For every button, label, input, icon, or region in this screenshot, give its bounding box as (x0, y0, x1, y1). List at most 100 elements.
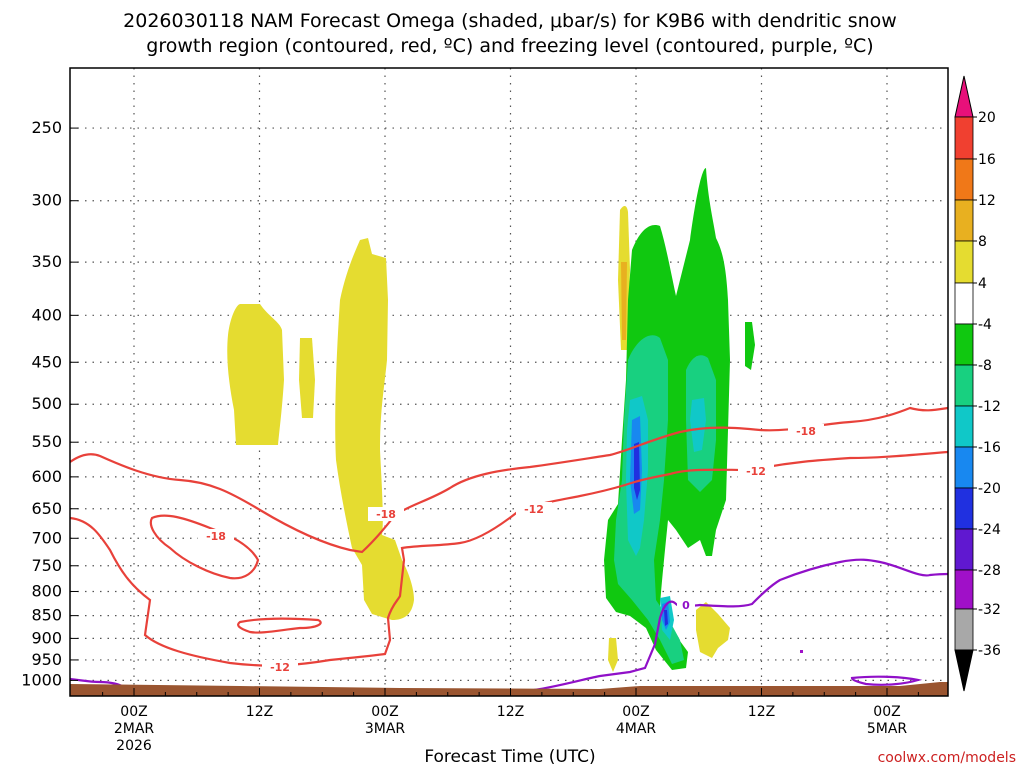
colorbar-bin (954, 240, 974, 284)
colorbar-bin (954, 323, 974, 366)
x-tick-label: 00Z (371, 704, 398, 720)
x-tick-label: 12Z (246, 704, 273, 720)
colorbar-tick-label: -4 (978, 317, 992, 333)
y-tick-label: 300 (31, 191, 62, 210)
contour-label-minus18-right: -18 (796, 425, 816, 438)
y-tick-label: 350 (31, 252, 62, 271)
colorbar-bin (954, 199, 974, 242)
omega-purple-dot (800, 650, 803, 653)
y-tick-label: 650 (31, 499, 62, 518)
colorbar-bin (954, 487, 974, 530)
contour-label-minus18-mid: -18 (376, 508, 396, 521)
plot-frame (69, 67, 949, 697)
x-tick-label: 3MAR (365, 721, 406, 737)
omega-orange-core (621, 262, 627, 340)
contour-label-minus12-right: -12 (746, 465, 766, 478)
chart-title-line2: growth region (contoured, red, ºC) and f… (146, 35, 873, 57)
y-tick-label: 700 (31, 528, 62, 547)
contour-label-minus18-left: -18 (206, 530, 226, 543)
y-tick-label: 550 (31, 432, 62, 451)
omega-yellow-blob-5 (608, 638, 618, 672)
x-tick-label: 2MAR (114, 721, 155, 737)
contour-label-bg-4 (516, 502, 552, 516)
dgz-contour-minus18-closed (149, 514, 260, 580)
colorbar-bin (954, 158, 974, 201)
contour-label-minus12-left: -12 (270, 661, 290, 674)
y-tick-label: 950 (31, 650, 62, 669)
colorbar-tick-label: -36 (978, 643, 1001, 659)
colorbar-tick-label: 8 (978, 234, 987, 250)
contour-labels: -18 -12 -18 -12 -12 -18 0 (198, 424, 824, 674)
plot-area: -18 -12 -18 -12 -12 -18 0 (69, 67, 949, 697)
y-tick-label: 800 (31, 581, 62, 600)
colorbar-tick-label: 12 (978, 193, 996, 209)
colorbar-bin (954, 282, 974, 325)
y-tick-label: 500 (31, 394, 62, 413)
colorbar-tick-label: -32 (978, 602, 1001, 618)
plot-background (70, 68, 948, 696)
y-tick-label: 450 (31, 352, 62, 371)
x-tick-label: 00Z (873, 704, 900, 720)
colorbar-tick-label: -16 (978, 440, 1001, 456)
colorbar-top-arrow (954, 75, 974, 118)
colorbar-tick-label: 16 (978, 152, 996, 168)
contour-label-bg-3 (368, 507, 404, 521)
colorbar-bin (954, 569, 974, 610)
contour-label-bg-7 (677, 598, 695, 612)
colorbar-tick-label: 20 (978, 110, 996, 126)
y-tick-label: 900 (31, 628, 62, 647)
colorbar-bin (954, 528, 974, 571)
contour-label-minus12-mid: -12 (524, 503, 544, 516)
y-axis: 250 300 350 400 450 500 550 600 650 700 750 800 850 9… (21, 118, 78, 689)
omega-darkblue-core-2 (664, 610, 668, 626)
freezing-level-contour-main (533, 558, 948, 692)
colorbar-tick-label: 4 (978, 276, 987, 292)
y-tick-label: 1000 (21, 670, 62, 689)
omega-yellow-blob-1 (227, 304, 284, 445)
contour-label-bg-5 (738, 464, 774, 478)
colorbar-bin (954, 116, 974, 160)
freezing-level-contour-closed (850, 675, 923, 686)
credit-text: coolwx.com/models (878, 750, 1016, 766)
y-tick-label: 750 (31, 556, 62, 575)
omega-yellow-blob-3 (335, 238, 414, 620)
contour-label-bg-6 (788, 424, 824, 438)
colorbar-tick-label: -8 (978, 358, 992, 374)
contour-label-bg-1 (198, 529, 234, 543)
y-tick-label: 400 (31, 305, 62, 324)
omega-green-small (745, 322, 755, 370)
omega-yellow-blob-2 (299, 338, 315, 418)
colorbar-tick-label: -28 (978, 563, 1001, 579)
y-tick-label: 850 (31, 606, 62, 625)
colorbar-tick-label: -24 (978, 522, 1001, 538)
x-tick-label: 12Z (497, 704, 524, 720)
x-tick-label: 00Z (622, 704, 649, 720)
x-tick-label: 12Z (748, 704, 775, 720)
x-tick-label: 4MAR (616, 721, 657, 737)
chart-title-line1: 2026030118 NAM Forecast Omega (shaded, μ… (123, 10, 897, 32)
omega-cyan-region-2 (690, 398, 706, 452)
contour-label-bg-2 (262, 660, 298, 674)
colorbar-tick-label: -12 (978, 399, 1001, 415)
x-tick-label: 00Z (120, 704, 147, 720)
omega-darkblue-core (634, 442, 640, 500)
omega-shading (227, 168, 803, 672)
colorbar-bin (954, 364, 974, 407)
omega-yellow-blob-6 (696, 602, 730, 658)
colorbar-bin (954, 405, 974, 448)
colorbar-bin (954, 608, 974, 651)
y-tick-label: 600 (31, 467, 62, 486)
colorbar-tick-label: -20 (978, 481, 1001, 497)
x-tick-label: 2026 (116, 738, 152, 754)
x-tick-label: 5MAR (867, 721, 908, 737)
colorbar-bin (954, 446, 974, 489)
colorbar: 20 16 12 8 4 -4 -8 -12 -16 -20 -24 -28 -32 -36 (954, 75, 1001, 692)
y-tick-label: 250 (31, 118, 62, 137)
dgz-contour-minus12-small (237, 617, 322, 634)
colorbar-bottom-arrow (954, 649, 974, 692)
contour-label-freezing-0: 0 (682, 599, 690, 612)
x-axis-label: Forecast Time (UTC) (424, 747, 595, 767)
terrain-ground (70, 682, 948, 696)
